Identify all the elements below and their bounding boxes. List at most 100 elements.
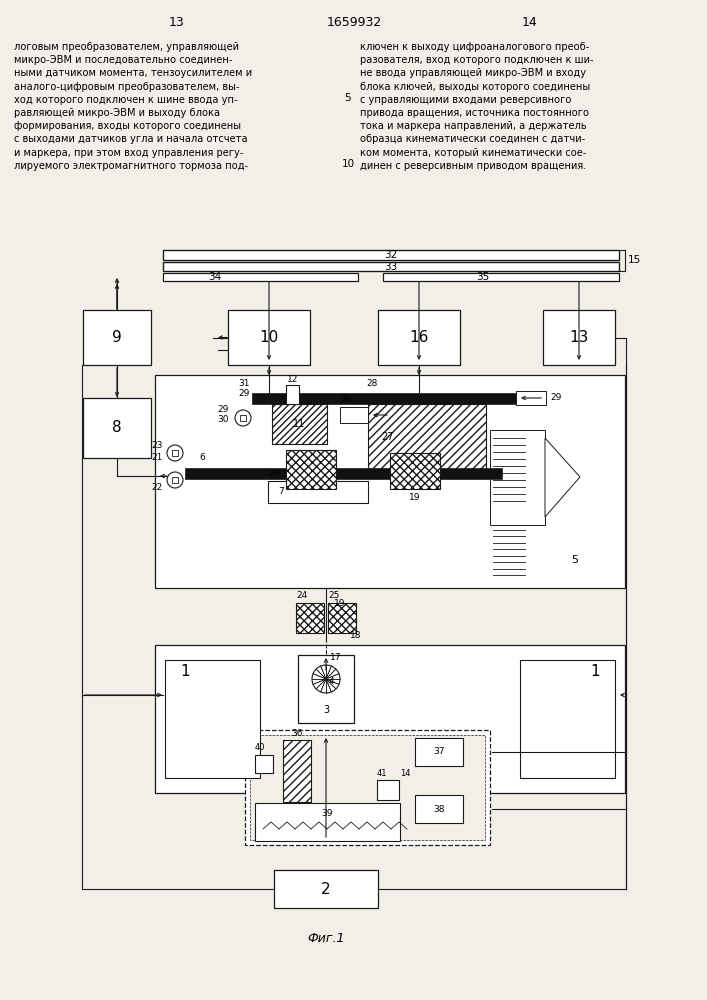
- Text: 25: 25: [328, 590, 339, 599]
- Bar: [240, 415, 246, 421]
- Bar: [274, 870, 378, 908]
- Bar: [172, 450, 178, 456]
- Text: 6: 6: [199, 454, 205, 462]
- Bar: [163, 262, 619, 271]
- Text: разователя, вход которого подключен к ши-: разователя, вход которого подключен к ши…: [360, 55, 594, 65]
- Text: 22: 22: [152, 484, 163, 492]
- Text: 31: 31: [238, 378, 250, 387]
- Bar: [296, 603, 324, 633]
- Text: 10: 10: [259, 330, 279, 345]
- Text: и маркера, при этом вход управления регу-: и маркера, при этом вход управления регу…: [14, 148, 243, 158]
- Bar: [490, 430, 545, 525]
- Text: 14: 14: [399, 770, 410, 778]
- Text: ком момента, который кинематически сое-: ком момента, который кинематически сое-: [360, 148, 586, 158]
- Bar: [83, 398, 151, 458]
- Text: 13: 13: [569, 330, 589, 345]
- Text: равляющей микро-ЭВМ и выходу блока: равляющей микро-ЭВМ и выходу блока: [14, 108, 220, 118]
- Text: 27: 27: [382, 432, 395, 442]
- Bar: [155, 375, 625, 588]
- Bar: [368, 404, 486, 469]
- Text: образца кинематически соединен с датчи-: образца кинематически соединен с датчи-: [360, 134, 585, 144]
- Bar: [340, 407, 368, 423]
- Text: 41: 41: [377, 770, 387, 778]
- Bar: [255, 755, 273, 773]
- Text: 40: 40: [255, 744, 266, 752]
- Circle shape: [312, 665, 340, 693]
- Text: 2: 2: [321, 882, 331, 896]
- Text: 37: 37: [433, 748, 445, 756]
- Text: 14: 14: [522, 15, 538, 28]
- Text: 34: 34: [209, 272, 221, 282]
- Bar: [286, 450, 336, 489]
- Bar: [516, 391, 546, 405]
- Text: 18: 18: [350, 631, 362, 640]
- Text: микро-ЭВМ и последовательно соединен-: микро-ЭВМ и последовательно соединен-: [14, 55, 233, 65]
- Text: динен с реверсивным приводом вращения.: динен с реверсивным приводом вращения.: [360, 161, 586, 171]
- Text: 1: 1: [180, 664, 189, 680]
- Circle shape: [167, 472, 183, 488]
- Text: 16: 16: [409, 330, 428, 345]
- Text: 20: 20: [269, 468, 280, 478]
- Bar: [378, 310, 460, 365]
- Text: 17: 17: [330, 654, 341, 662]
- Text: 11: 11: [293, 419, 305, 429]
- Bar: [520, 660, 615, 778]
- Text: 36: 36: [291, 730, 303, 738]
- Text: аналого-цифровым преобразователем, вы-: аналого-цифровым преобразователем, вы-: [14, 82, 240, 92]
- Bar: [250, 735, 485, 840]
- Text: 8: 8: [112, 420, 122, 436]
- Bar: [155, 645, 625, 793]
- Text: 1659932: 1659932: [327, 15, 382, 28]
- Text: ными датчиком момента, тензоусилителем и: ными датчиком момента, тензоусилителем и: [14, 68, 252, 78]
- Polygon shape: [545, 438, 580, 517]
- Text: Фиг.1: Фиг.1: [308, 932, 345, 944]
- Bar: [377, 780, 399, 800]
- Bar: [83, 310, 151, 365]
- Bar: [255, 803, 400, 841]
- Bar: [228, 310, 310, 365]
- Text: 21: 21: [151, 454, 163, 462]
- Text: 5: 5: [345, 93, 351, 103]
- Bar: [383, 273, 619, 281]
- Bar: [185, 468, 502, 479]
- Bar: [163, 250, 619, 260]
- Text: 1: 1: [590, 664, 600, 680]
- Bar: [390, 453, 440, 489]
- Text: 15: 15: [628, 255, 641, 265]
- Text: 5: 5: [571, 555, 578, 565]
- Circle shape: [235, 410, 251, 426]
- Text: блока ключей, выходы которого соединены: блока ключей, выходы которого соединены: [360, 82, 590, 92]
- Text: 30: 30: [218, 416, 229, 424]
- Text: 19: 19: [334, 598, 346, 607]
- Text: 26: 26: [340, 394, 351, 403]
- Text: с выходами датчиков угла и начала отсчета: с выходами датчиков угла и начала отсчет…: [14, 134, 247, 144]
- Bar: [245, 730, 490, 845]
- Bar: [415, 795, 463, 823]
- Bar: [272, 404, 327, 444]
- Bar: [283, 740, 311, 802]
- Bar: [268, 481, 368, 503]
- Text: формирования, входы которого соединены: формирования, входы которого соединены: [14, 121, 241, 131]
- Text: 33: 33: [385, 261, 397, 271]
- Bar: [286, 385, 299, 404]
- Text: 24: 24: [296, 590, 308, 599]
- Text: 23: 23: [151, 442, 163, 450]
- Text: 12: 12: [287, 375, 298, 384]
- Text: привода вращения, источника постоянного: привода вращения, источника постоянного: [360, 108, 589, 118]
- Bar: [415, 738, 463, 766]
- Text: 19: 19: [409, 492, 421, 502]
- Text: не ввода управляющей микро-ЭВМ и входу: не ввода управляющей микро-ЭВМ и входу: [360, 68, 586, 78]
- Text: ключен к выходу цифроаналогового преоб-: ключен к выходу цифроаналогового преоб-: [360, 42, 590, 52]
- Text: 29: 29: [550, 393, 561, 402]
- Text: 3: 3: [323, 705, 329, 715]
- Bar: [172, 477, 178, 483]
- Text: 39: 39: [322, 808, 333, 818]
- Text: 28: 28: [366, 378, 378, 387]
- Text: 9: 9: [112, 330, 122, 345]
- Bar: [163, 273, 358, 281]
- Text: ход которого подключен к шине ввода уп-: ход которого подключен к шине ввода уп-: [14, 95, 238, 105]
- Text: 10: 10: [341, 159, 355, 169]
- Text: 29: 29: [239, 389, 250, 398]
- Text: логовым преобразователем, управляющей: логовым преобразователем, управляющей: [14, 42, 239, 52]
- Bar: [165, 660, 260, 778]
